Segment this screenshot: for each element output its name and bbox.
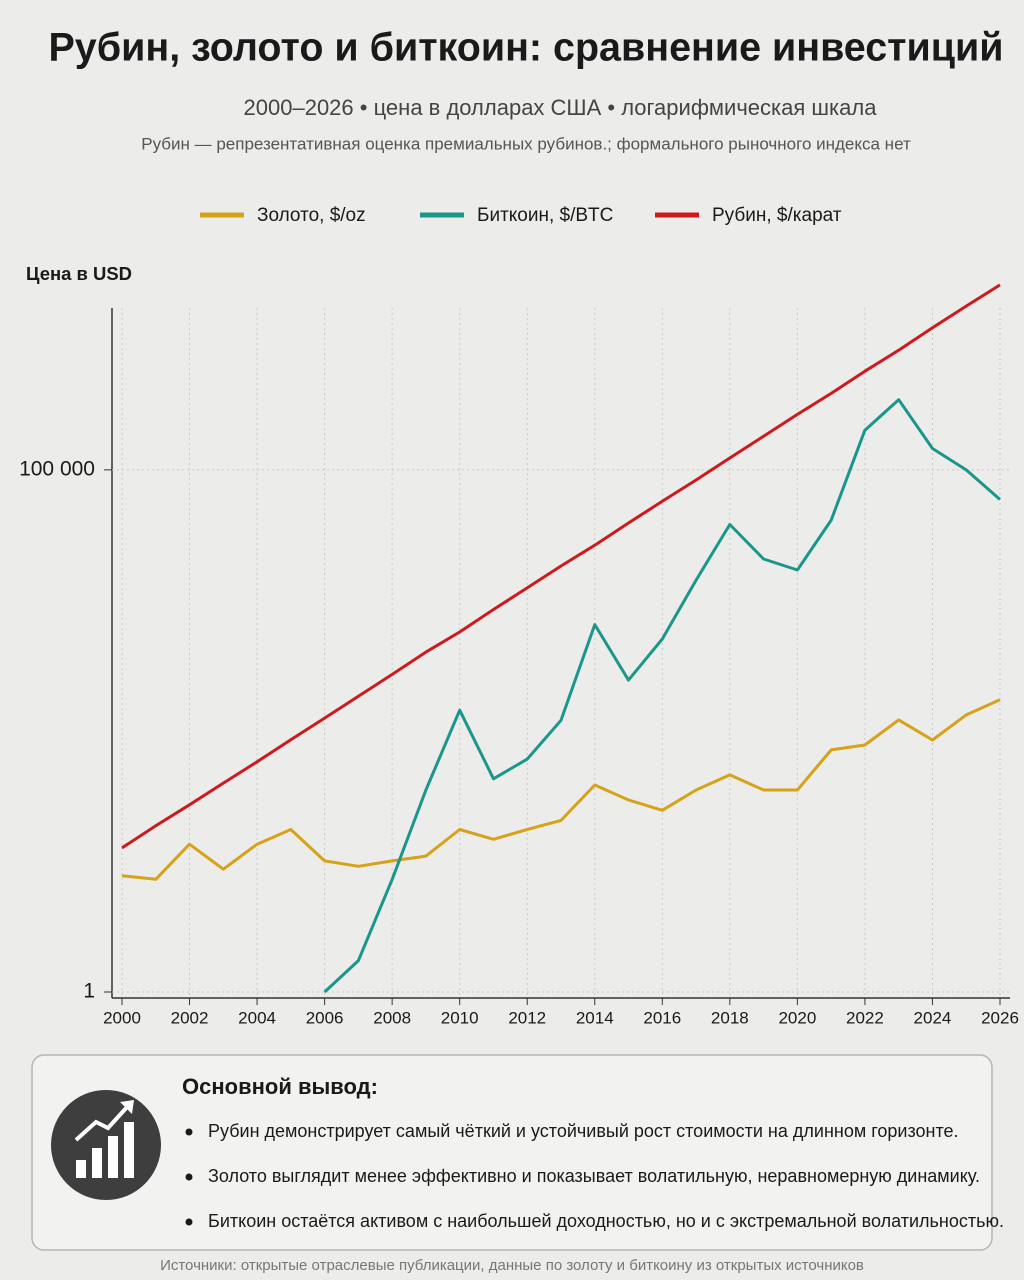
x-tick-label: 2002	[171, 1008, 209, 1027]
takeaway-frame	[31, 1054, 993, 1251]
takeaway-box: Основной вывод: Рубин демонстрирует самы…	[31, 1054, 1004, 1251]
x-tick-label: 2016	[643, 1008, 681, 1027]
icon-bar	[92, 1148, 102, 1178]
y-tick-label: 100 000	[19, 457, 95, 480]
icon-bar	[108, 1136, 118, 1178]
bullet	[185, 1218, 193, 1226]
bullet	[185, 1173, 193, 1181]
x-tick-label: 2014	[576, 1008, 614, 1027]
x-tick-label: 2018	[711, 1008, 749, 1027]
series-line	[121, 698, 1001, 881]
legend-label: Биткоин, $/BTC	[477, 205, 613, 226]
icon-arrow-head	[120, 1100, 134, 1114]
x-tick-label: 2022	[846, 1008, 884, 1027]
y-tick-label: 1	[83, 980, 95, 1003]
chart-note: Рубин — репрезентативная оценка премиаль…	[141, 134, 911, 153]
x-tick-label: 2004	[238, 1008, 276, 1027]
legend-label: Рубин, $/карат	[712, 205, 842, 226]
series-line	[323, 398, 1001, 994]
icon-bar	[124, 1122, 134, 1178]
chart-title: Рубин, золото и биткоин: сравнение инвес…	[49, 26, 1004, 70]
takeaway-item: Рубин демонстрирует самый чёткий и устой…	[208, 1121, 959, 1141]
icon-bar	[76, 1160, 86, 1178]
takeaway-item: Золото выглядит менее эффективно и показ…	[208, 1166, 980, 1186]
x-tick-label: 2012	[508, 1008, 546, 1027]
sources: Источники: открытые отраслевые публикаци…	[160, 1257, 864, 1274]
chart-subtitle: 2000–2026 • цена в долларах США • логари…	[244, 95, 878, 120]
x-tick-label: 2006	[306, 1008, 344, 1027]
x-tick-label: 2020	[778, 1008, 816, 1027]
takeaway-icon	[51, 1090, 161, 1200]
legend: Золото, $/oz Биткоин, $/BTC Рубин, $/карат	[200, 205, 842, 226]
bullet	[185, 1128, 193, 1136]
takeaway-title: Основной вывод:	[182, 1074, 378, 1099]
plot-area: 1 100 000 2000 2002 2004 2006 2008 2010 2012 2014…	[19, 283, 1019, 1027]
icon-arrow	[74, 1104, 130, 1142]
x-tick-label: 2008	[373, 1008, 411, 1027]
y-axis-label: Цена в USD	[26, 264, 132, 284]
x-tick-label: 2026	[981, 1008, 1019, 1027]
x-tick-label: 2024	[914, 1008, 952, 1027]
x-tick-label: 2010	[441, 1008, 479, 1027]
takeaway-item: Биткоин остаётся активом с наибольшей до…	[208, 1211, 1004, 1231]
x-tick-label: 2000	[103, 1008, 141, 1027]
series-line	[121, 283, 1001, 850]
legend-label: Золото, $/oz	[257, 205, 366, 226]
